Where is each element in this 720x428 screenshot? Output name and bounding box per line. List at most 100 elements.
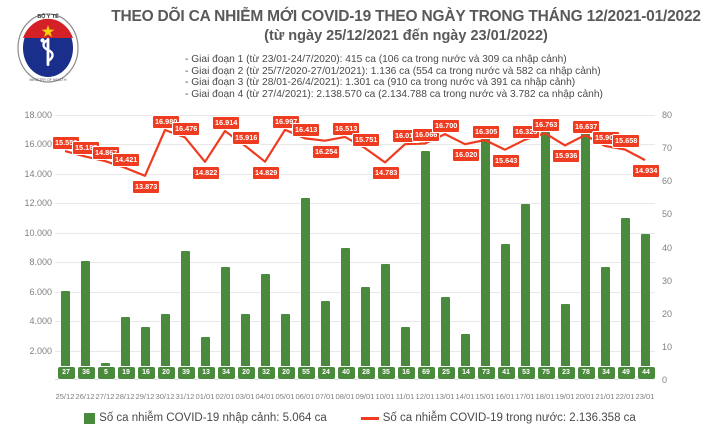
bar-value-label: 14 bbox=[456, 366, 476, 380]
line-value-label: 14.783 bbox=[372, 166, 401, 181]
bar bbox=[260, 274, 270, 380]
bar-value-label: 78 bbox=[576, 366, 596, 380]
svg-text:MINISTRY OF HEALTH: MINISTRY OF HEALTH bbox=[30, 78, 67, 82]
bar bbox=[180, 250, 190, 380]
x-tick-label: 16/01 bbox=[495, 392, 515, 401]
x-tick-label: 07/01 bbox=[315, 392, 335, 401]
y-tick-left: 10.000 bbox=[24, 227, 52, 238]
chart-header: BỘ Y TẾ MINISTRY OF HEALTH THEO DÕI CA N… bbox=[0, 0, 720, 100]
line-value-label: 16.700 bbox=[432, 119, 461, 134]
line-value-label: 16.914 bbox=[212, 115, 241, 130]
bar bbox=[620, 217, 630, 380]
bar-value-label: 75 bbox=[536, 366, 556, 380]
y-tick-left: 2.000 bbox=[29, 345, 52, 356]
line-value-label: 14.829 bbox=[252, 165, 281, 180]
line-value-label: 14.822 bbox=[192, 165, 221, 180]
x-tick-label: 11/01 bbox=[395, 392, 415, 401]
x-tick-label: 04/01 bbox=[255, 392, 275, 401]
gridline bbox=[55, 115, 655, 116]
x-tick-label: 01/01 bbox=[195, 392, 215, 401]
bar bbox=[540, 131, 550, 380]
bar-value-label: 20 bbox=[236, 366, 256, 380]
line-value-label: 16.637 bbox=[572, 120, 601, 135]
bar bbox=[120, 317, 130, 380]
line-value-label: 16.763 bbox=[532, 118, 561, 133]
line-value-label: 16.413 bbox=[292, 123, 321, 138]
gridline bbox=[55, 350, 655, 352]
y-tick-left: 14.000 bbox=[24, 168, 52, 179]
bar bbox=[400, 327, 410, 380]
bar-value-label: 35 bbox=[376, 366, 396, 380]
y-axis-right: 0 10 20 30 40 50 60 70 80 bbox=[658, 110, 708, 385]
bar-value-label: 32 bbox=[256, 366, 276, 380]
bar-value-label: 41 bbox=[496, 366, 516, 380]
ministry-of-health-logo-icon: BỘ Y TẾ MINISTRY OF HEALTH bbox=[12, 6, 84, 90]
y-tick-right: 0 bbox=[662, 375, 668, 385]
bar bbox=[440, 297, 450, 380]
bar bbox=[640, 234, 650, 380]
bar bbox=[560, 303, 570, 380]
bar-value-label: 25 bbox=[436, 366, 456, 380]
bar-value-label: 16 bbox=[136, 366, 156, 380]
page-subtitle: (từ ngày 25/12/2021 đến ngày 23/01/2022) bbox=[264, 28, 548, 44]
bar-value-label: 69 bbox=[416, 366, 436, 380]
legend-label-imported: Số ca nhiễm COVID-19 nhập cảnh: 5.064 ca bbox=[99, 412, 327, 424]
bar-value-label: 44 bbox=[636, 366, 656, 380]
bar bbox=[600, 267, 610, 380]
gridline bbox=[55, 291, 655, 293]
y-tick-right: 10 bbox=[662, 341, 673, 352]
y-tick-right: 40 bbox=[662, 242, 673, 253]
line-value-label: 16.305 bbox=[472, 124, 501, 139]
chart-legend: Số ca nhiễm COVID-19 nhập cảnh: 5.064 ca… bbox=[0, 408, 720, 428]
bar bbox=[300, 197, 310, 380]
line-value-label: 15.643 bbox=[492, 153, 521, 168]
bar-value-label: 36 bbox=[76, 366, 96, 380]
x-tick-label: 21/01 bbox=[595, 392, 615, 401]
line-value-label: 15.751 bbox=[352, 133, 381, 148]
line-value-label: 14.421 bbox=[112, 152, 141, 167]
x-tick-label: 20/01 bbox=[575, 392, 595, 401]
phase-line-2: - Giai đoạn 2 (từ 25/7/2020-27/01/2021):… bbox=[185, 65, 601, 77]
legend-label-domestic: Số ca nhiễm COVID-19 trong nước: 2.136.3… bbox=[382, 412, 636, 424]
bar-value-label: 28 bbox=[356, 366, 376, 380]
bar-value-label: 13 bbox=[196, 366, 216, 380]
bar-value-label: 20 bbox=[156, 366, 176, 380]
bar bbox=[580, 121, 590, 380]
x-tick-label: 22/01 bbox=[615, 392, 635, 401]
phase-line-3: - Giai đoạn 3 (từ 28/01-26/4/2021): 1.30… bbox=[185, 77, 576, 89]
line-value-label: 15.936 bbox=[552, 149, 581, 164]
bar bbox=[320, 300, 330, 380]
svg-text:BỘ Y TẾ: BỘ Y TẾ bbox=[37, 12, 59, 20]
x-tick-label: 13/01 bbox=[435, 392, 455, 401]
bar-value-label: 19 bbox=[116, 366, 136, 380]
gridline bbox=[55, 173, 655, 175]
bar-value-label: 16 bbox=[396, 366, 416, 380]
x-tick-label: 12/01 bbox=[415, 392, 435, 401]
y-tick-left: 16.000 bbox=[24, 139, 52, 150]
bar bbox=[60, 290, 70, 380]
x-tick-label: 08/01 bbox=[335, 392, 355, 401]
line-value-label: 13.873 bbox=[132, 179, 161, 194]
line-data-labels: 15.550 15.185 14.867 14.421 13.873 16.980 16.4… bbox=[52, 114, 661, 380]
bar bbox=[460, 333, 470, 380]
bar-value-label: 40 bbox=[336, 366, 356, 380]
phase-line-1: - Giai đoạn 1 (từ 23/01-24/7/2020): 415 … bbox=[185, 54, 567, 65]
chart-title-block: THEO DÕI CA NHIỄM MỚI COVID-19 THEO NGÀY… bbox=[96, 7, 716, 46]
x-tick-label: 14/01 bbox=[455, 392, 475, 401]
gridline bbox=[55, 262, 655, 264]
bar-value-label: 55 bbox=[296, 366, 316, 380]
x-tick-label: 03/01 bbox=[235, 392, 255, 401]
y-tick-right: 20 bbox=[662, 308, 673, 319]
bar bbox=[340, 247, 350, 380]
line-value-label: 14.934 bbox=[632, 164, 661, 179]
y-tick-left: 6.000 bbox=[29, 286, 52, 297]
bar bbox=[500, 244, 510, 380]
bar bbox=[360, 287, 370, 380]
x-tick-label: 09/01 bbox=[355, 392, 375, 401]
bar-value-label: 20 bbox=[276, 366, 296, 380]
line-value-label: 16.020 bbox=[452, 148, 481, 163]
bar-value-label: 34 bbox=[596, 366, 616, 380]
bar-value-label: 39 bbox=[176, 366, 196, 380]
x-tick-label: 15/01 bbox=[475, 392, 495, 401]
